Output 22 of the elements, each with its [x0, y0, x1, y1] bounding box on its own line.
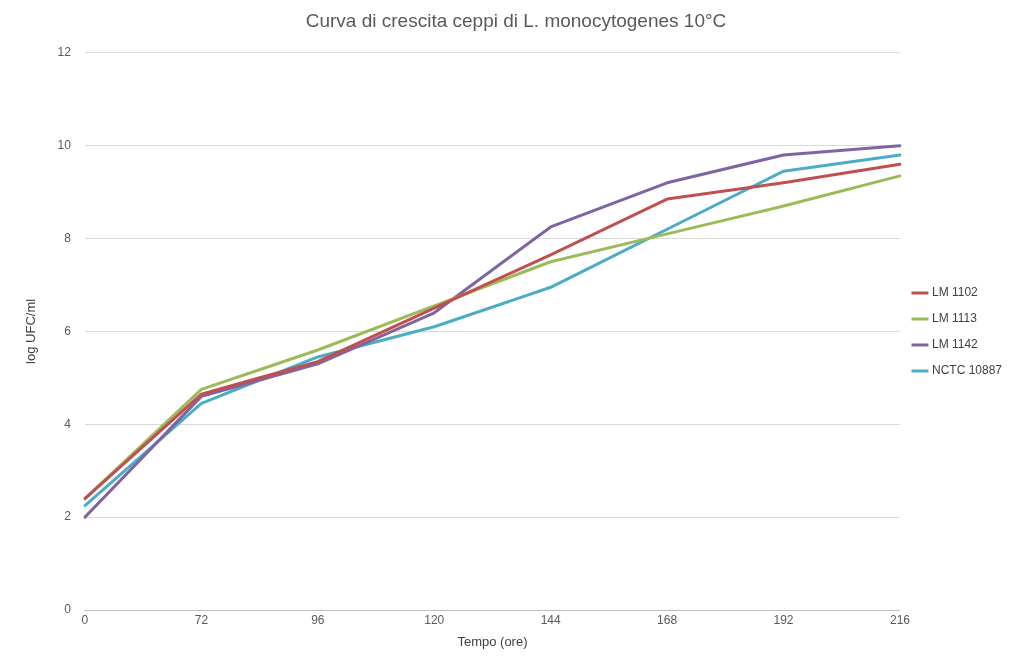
- y-tick-label: 8: [64, 230, 72, 245]
- y-tick-label: 10: [57, 137, 72, 152]
- legend-label: LM 1142: [931, 337, 979, 352]
- legend-label: LM 1102: [931, 285, 979, 300]
- x-tick-label: 192: [773, 612, 794, 627]
- x-tick-label: 168: [657, 612, 678, 627]
- x-tick-label: 120: [424, 612, 445, 627]
- x-tick-label: 0: [81, 612, 89, 627]
- x-tick-label: 72: [194, 612, 209, 627]
- y-tick-label: 2: [64, 509, 72, 524]
- y-tick-label: 4: [64, 416, 72, 431]
- legend-label: NCTC 10887: [931, 363, 1003, 378]
- x-tick-label: 216: [889, 612, 911, 627]
- x-tick-label: 144: [540, 612, 562, 627]
- y-tick-label: 6: [64, 323, 72, 338]
- chart-title: Curva di crescita ceppi di L. monocytogenes 10°C: [305, 9, 727, 31]
- y-tick-label: 12: [57, 45, 72, 60]
- x-axis-title: Tempo (ore): [457, 633, 528, 649]
- y-tick-label: 0: [64, 602, 72, 617]
- legend-label: LM 1113: [931, 311, 978, 326]
- y-axis-title: log UFC/ml: [23, 298, 39, 364]
- x-tick-label: 96: [311, 612, 325, 627]
